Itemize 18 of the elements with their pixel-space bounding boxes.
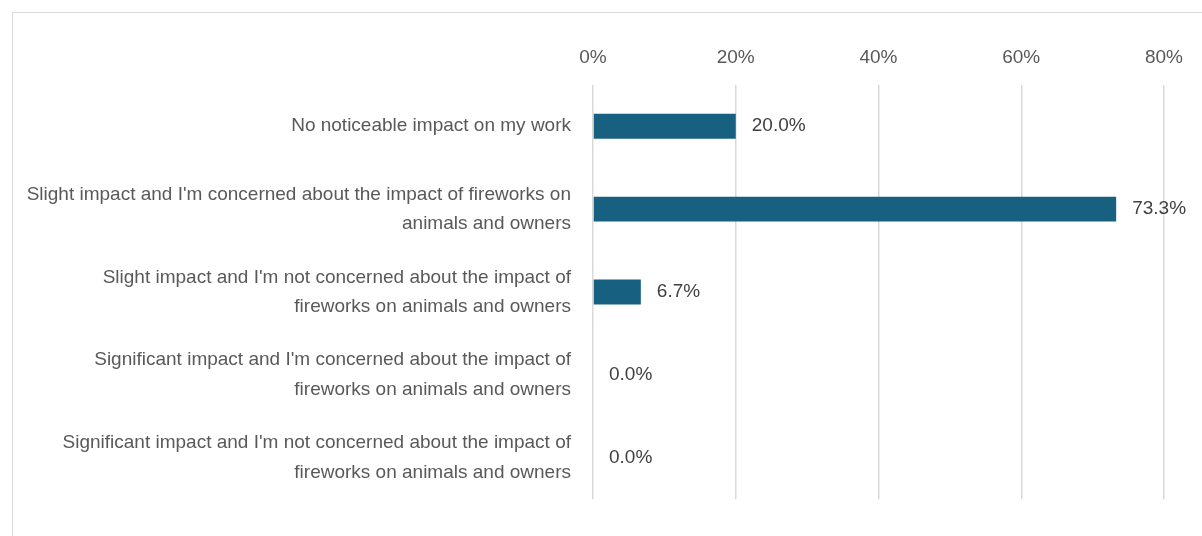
bar (593, 279, 641, 305)
data-label: 73.3% (1132, 197, 1187, 219)
y-tick-label: No noticeable impact on my work (291, 114, 572, 136)
y-tick-label: Slight impact and I'm not concerned about the impact of fireworks on animals and owners (102, 265, 572, 316)
x-tick-label: 40% (859, 45, 898, 67)
x-tick-label: 20% (716, 45, 755, 67)
bar (593, 113, 736, 139)
y-tick-label: Significant impact and I'm concerned about the impact of fireworks on animals and owners (94, 348, 572, 399)
data-label: 0.0% (609, 363, 653, 385)
x-tick-label: 0% (579, 45, 607, 67)
data-label: 0.0% (609, 446, 653, 468)
bar (593, 196, 1117, 222)
x-tick-label: 60% (1002, 45, 1041, 67)
data-label: 6.7% (656, 280, 701, 302)
y-tick-label: Slight impact and I'm concerned about the impact of fireworks on animals and owners (26, 182, 571, 234)
data-label: 20.0% (751, 114, 806, 136)
x-tick-label: 80% (1144, 45, 1184, 67)
y-tick-label: Significant impact and I'm not concerned about the impact of fireworks on animals and owners (62, 431, 572, 482)
